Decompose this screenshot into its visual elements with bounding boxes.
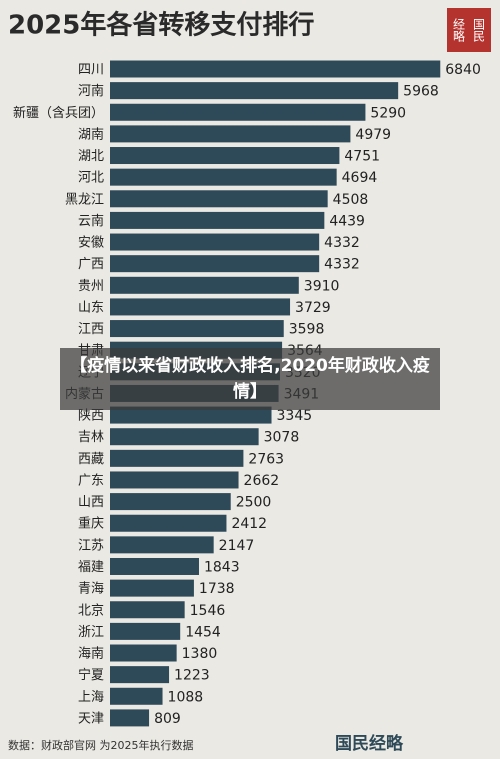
value-label: 3598 (289, 322, 325, 338)
category-label: 新疆（含兵团） (13, 105, 104, 121)
value-label: 3078 (264, 430, 300, 446)
category-label: 广东 (78, 473, 104, 488)
category-label: 湖南 (78, 126, 104, 142)
bar (110, 428, 259, 446)
bar (110, 666, 170, 684)
category-label: 西藏 (78, 452, 104, 467)
bar (110, 557, 199, 575)
value-label: 1380 (182, 646, 218, 662)
category-label: 云南 (78, 213, 104, 229)
bar (110, 406, 272, 424)
value-label: 2662 (244, 473, 280, 489)
bar (110, 211, 325, 229)
category-label: 江西 (78, 322, 104, 337)
category-label: 江苏 (78, 537, 104, 553)
chart-title: 2025年各省转移支付排行 (8, 10, 314, 41)
source: 数据：财政部官网 为2025年执行数据 (8, 738, 194, 752)
bar (110, 493, 231, 511)
category-label: 山西 (78, 495, 104, 510)
bar (110, 125, 351, 143)
value-label: 4694 (342, 170, 378, 186)
value-label: 1738 (199, 581, 235, 597)
value-label: 2500 (236, 495, 272, 511)
bar (110, 644, 177, 662)
bar (110, 601, 185, 619)
bar (110, 687, 163, 705)
value-label: 1223 (174, 668, 210, 684)
bar (110, 168, 337, 186)
value-label: 1454 (185, 624, 221, 640)
category-label: 天津 (78, 711, 104, 726)
value-label: 2147 (219, 538, 255, 554)
category-label: 青海 (78, 582, 104, 597)
brand: 国民经略 (335, 733, 404, 754)
bar (110, 449, 244, 467)
value-label: 3345 (277, 408, 313, 424)
bar (110, 147, 340, 165)
category-label: 吉林 (78, 430, 104, 445)
category-label: 福建 (78, 560, 104, 575)
value-label: 4439 (329, 213, 365, 229)
category-label: 浙江 (78, 625, 104, 640)
bar (110, 514, 227, 532)
bar (110, 60, 441, 78)
category-label: 贵州 (78, 279, 104, 294)
bar (110, 622, 181, 640)
category-label: 北京 (78, 603, 104, 618)
value-label: 6840 (445, 62, 481, 78)
value-label: 2763 (248, 451, 284, 467)
value-label: 3729 (295, 300, 331, 316)
bar (110, 190, 328, 208)
bar (110, 709, 150, 727)
bar (110, 471, 239, 489)
logo-text: 国民 (471, 18, 486, 42)
value-label: 1088 (168, 689, 204, 705)
value-label: 809 (154, 711, 181, 727)
category-label: 黑龙江 (65, 192, 104, 207)
value-label: 5968 (403, 84, 439, 100)
value-label: 4751 (344, 149, 380, 165)
bar (110, 579, 194, 597)
value-label: 5290 (370, 105, 406, 121)
bar (110, 233, 320, 251)
value-label: 1546 (190, 603, 226, 619)
bar (110, 255, 320, 273)
category-label: 山东 (78, 300, 104, 315)
category-label: 海南 (78, 646, 104, 662)
value-label: 2412 (231, 516, 267, 532)
caption-overlay: 【疫情以来省财政收入排名,2020年财政收入疫情】 (60, 348, 440, 410)
category-label: 安徽 (78, 236, 104, 251)
category-label: 广西 (78, 257, 104, 272)
value-label: 4979 (355, 127, 391, 143)
bar (110, 320, 284, 338)
bar (110, 103, 366, 121)
category-label: 宁夏 (78, 667, 104, 683)
bar (110, 276, 299, 294)
category-label: 四川 (78, 63, 104, 78)
category-label: 重庆 (78, 516, 104, 532)
logo: 国民 经略 (447, 8, 491, 52)
category-label: 湖北 (78, 149, 104, 164)
category-label: 上海 (78, 690, 104, 705)
logo-text: 经略 (451, 18, 466, 42)
value-label: 4332 (324, 235, 360, 251)
category-label: 陕西 (78, 409, 104, 424)
value-label: 4508 (333, 192, 369, 208)
category-label: 河南 (78, 83, 104, 99)
category-label: 河北 (78, 171, 104, 186)
bar (110, 536, 214, 554)
bar (110, 298, 291, 316)
value-label: 3910 (304, 278, 340, 294)
value-label: 4332 (324, 257, 360, 273)
bar (110, 82, 399, 100)
value-label: 1843 (204, 559, 240, 575)
